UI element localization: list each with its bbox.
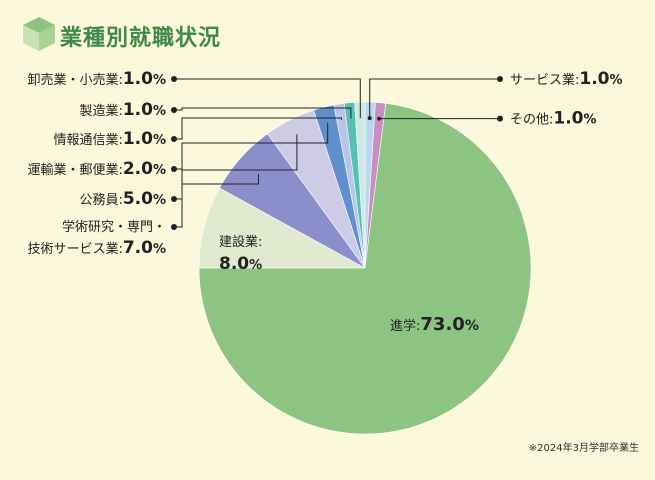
label-seizo: 製造業:1.0% [79, 100, 166, 120]
slice-labels: サービス業:1.0%その他:1.0%進学:73.0%建設業:8.0%卸売業・小売… [27, 69, 622, 335]
label-other-text: その他: [510, 113, 553, 128]
cube-icon [23, 17, 55, 51]
dot-seizo [171, 107, 177, 113]
leader-service [369, 78, 500, 119]
label-shingaku: 進学:73.0% [390, 314, 479, 335]
label-koumuin-unit: % [153, 193, 166, 208]
label-koumuin: 公務員:5.0% [79, 189, 166, 209]
leader-seizo [174, 107, 352, 119]
label-gakujutsu-unit: % [153, 242, 166, 257]
end-other [377, 116, 382, 121]
dot-joho [171, 136, 177, 142]
label-unyu: 運輸業・郵便業:2.0% [27, 159, 166, 179]
chart-title: 業種別就職状況 [60, 26, 222, 51]
label-oroshi-text: 卸売業・小売業: [27, 72, 122, 88]
label-oroshi-value: 1.0 [123, 69, 153, 89]
label-shingaku-text: 進学: [390, 318, 420, 334]
label-oroshi: 卸売業・小売業:1.0% [27, 69, 166, 89]
label-joho-value: 1.0 [123, 129, 153, 149]
dot-unyu [171, 166, 177, 172]
label-shingaku-unit: % [465, 318, 479, 334]
label-service-text: サービス業: [510, 72, 579, 88]
label-service-unit: % [610, 73, 623, 88]
label-koumuin-text: 公務員: [79, 193, 122, 208]
leader-gakujutsu [174, 174, 259, 228]
label-gakujutsu: 技術サービス業:7.0% [27, 238, 166, 258]
label-shingaku-value: 73.0 [420, 314, 464, 335]
label-other: その他:1.0% [510, 109, 597, 129]
dot-koumuin [171, 196, 177, 202]
label-seizo-text: 製造業: [79, 103, 122, 119]
label-joho-unit: % [153, 133, 166, 148]
label-seizo-value: 1.0 [123, 100, 153, 120]
label-gakujutsu-line1: 学術研究・専門・ [62, 219, 166, 235]
leader-koumuin [174, 134, 298, 200]
label-service: サービス業:1.0% [510, 69, 623, 89]
end-service [367, 116, 372, 121]
leader-lines [171, 76, 503, 230]
label-joho-text: 情報通信業: [53, 132, 122, 148]
label-gakujutsu-value: 7.0 [123, 238, 153, 258]
dot-other [497, 115, 503, 122]
label-service-value: 1.0 [579, 69, 609, 89]
dot-gakujutsu [171, 224, 177, 230]
label-other-value: 1.0 [553, 109, 583, 129]
label-kensetsu-text: 建設業: [219, 234, 262, 250]
title-area: 業種別就職状況 [22, 14, 220, 54]
pie-slices [198, 101, 532, 435]
label-unyu-unit: % [153, 163, 166, 178]
label-koumuin-value: 5.0 [123, 189, 153, 209]
leader-joho [174, 117, 343, 140]
leader-oroshi [174, 78, 361, 119]
pie-slice-9 [354, 101, 366, 269]
dot-service [497, 76, 503, 82]
leader-unyu [174, 122, 329, 170]
pie-slice-2 [198, 102, 532, 435]
label-joho: 情報通信業:1.0% [53, 129, 166, 149]
label-unyu-text: 運輸業・郵便業: [27, 162, 122, 178]
label-kensetsu-value: 8.0% [219, 254, 262, 274]
label-seizo-unit: % [153, 104, 166, 119]
label-other-unit: % [584, 113, 597, 128]
label-unyu-value: 2.0 [123, 159, 153, 179]
label-gakujutsu-text: 技術サービス業: [27, 241, 122, 257]
dot-oroshi [171, 76, 177, 82]
footnote: ※2024年3月学部卒業生 [528, 443, 639, 454]
label-oroshi-unit: % [153, 73, 166, 88]
